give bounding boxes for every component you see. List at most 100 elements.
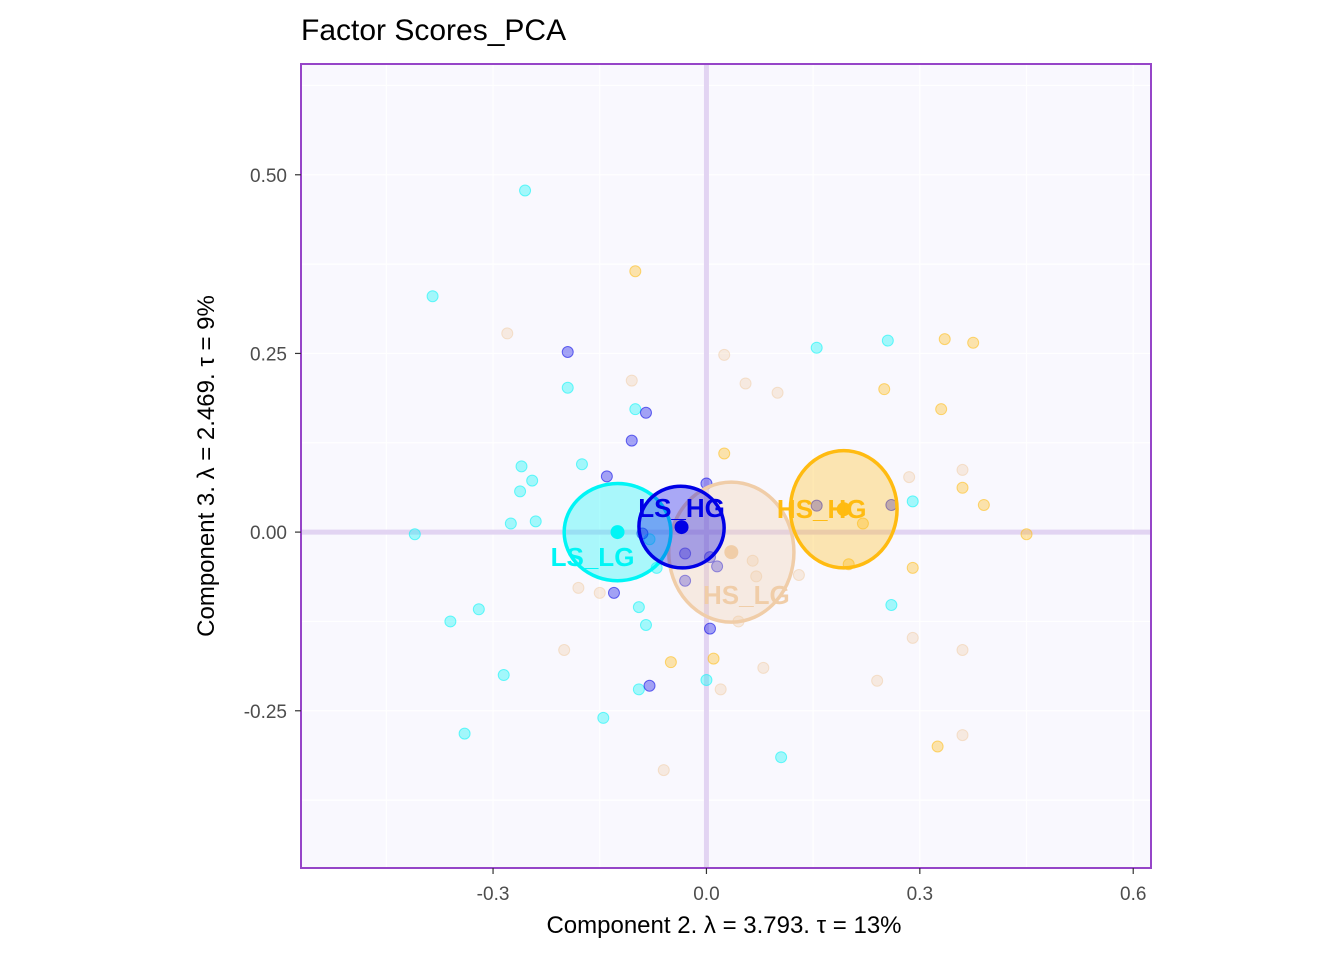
data-point [561,346,574,359]
data-point [906,495,919,508]
data-point [597,711,610,724]
group-mean-ls-lg [610,525,625,540]
x-tick-label: 0.3 [907,884,933,905]
data-point [711,560,724,573]
data-point [906,561,919,574]
data-point [718,348,731,361]
data-point [810,499,823,512]
scatter-points [408,184,1033,777]
data-point [881,334,894,347]
group-label-hs-lg: HS_LG [703,580,790,610]
data-point [714,683,727,696]
data-point [956,481,969,494]
data-point [757,661,770,674]
data-point [750,570,763,583]
data-point [519,184,532,197]
data-point [664,656,677,669]
data-point [501,327,514,340]
data-point [426,290,439,303]
data-point [679,574,692,587]
y-tick-label: -0.25 [244,702,287,723]
y-axis-label: Component 3. λ = 2.469. τ = 9% [193,295,220,637]
data-point [856,517,869,530]
data-point [700,674,713,687]
data-point [575,458,588,471]
series-points-hs-lg [501,327,969,777]
chart-title: Factor Scores_PCA [301,14,566,47]
data-point [572,581,585,594]
data-point [408,528,421,541]
x-axis-ticks: -0.3 0.0 0.3 0.6 [477,868,1146,905]
plot-panel [301,64,1151,868]
x-axis-label: Component 2. λ = 3.793. τ = 13% [546,912,901,939]
group-means [610,502,851,560]
data-point [707,652,720,665]
data-point [514,485,527,498]
data-point [967,336,980,349]
x-tick-label: 0.0 [693,884,719,905]
data-point [561,381,574,394]
data-point [639,406,652,419]
group-label-hs-hg: HS_HG [777,494,867,524]
group-mean-ls-hg [674,520,689,535]
panel-border [300,63,1152,869]
data-point [718,447,731,460]
data-point [906,631,919,644]
group-mean-hs-hg [836,502,851,517]
group-mean-hs-lg [724,545,739,560]
data-point [632,601,645,614]
data-point [444,615,457,628]
data-point [775,751,788,764]
data-point [956,644,969,657]
series-points-ls-hg [561,346,898,692]
data-point [515,460,528,473]
zero-lines [301,64,1151,868]
data-point [526,474,539,487]
y-axis-ticks: -0.25 0.00 0.25 0.50 [244,166,301,723]
data-point [878,383,891,396]
data-point [625,434,638,447]
data-point [931,740,944,753]
data-point [1020,528,1033,541]
data-point [639,619,652,632]
data-point [739,377,752,390]
data-point [792,568,805,581]
data-point [643,679,656,692]
group-label-ls-lg: LS_LG [551,542,635,572]
x-tick-label: 0.6 [1120,884,1146,905]
data-point [632,683,645,696]
data-point [746,554,759,567]
data-point [625,374,638,387]
y-tick-label: 0.25 [250,344,287,365]
data-point [679,547,692,560]
data-point [558,644,571,657]
y-tick-label: 0.00 [250,523,287,544]
data-point [607,586,620,599]
data-point [458,727,471,740]
series-points-ls-lg [408,184,919,764]
data-point [600,470,613,483]
data-point [938,333,951,346]
data-point [529,515,542,528]
group-label-ls-hg: LS_HG [638,493,725,523]
data-point [935,403,948,416]
data-point [903,471,916,484]
data-point [885,599,898,612]
data-point [497,669,510,682]
data-point [629,403,642,416]
data-point [504,517,517,530]
data-point [956,463,969,476]
series-points-hs-hg [629,265,1033,753]
data-point [472,603,485,616]
x-tick-label: -0.3 [477,884,510,905]
data-point [977,498,990,511]
data-point [871,674,884,687]
data-point [771,386,784,399]
y-tick-label: 0.50 [250,166,287,187]
data-point [703,622,716,635]
data-point [629,265,642,278]
data-point [956,729,969,742]
data-point [657,764,670,777]
